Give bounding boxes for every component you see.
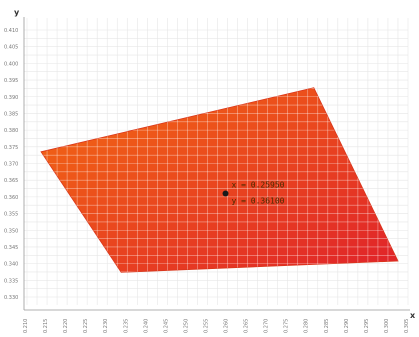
x-tick-label: 0.260 [224,319,230,333]
x-tick-label: 0.220 [63,319,69,333]
x-tick-label: 0.280 [304,319,310,333]
x-tick-labels: 0.210 0.215 0.220 0.225 0.230 0.235 0.240 0.245… [23,319,410,333]
y-tick-label: 0.350 [4,228,18,234]
marker-group: x = 0.25950 y = 0.36100 [222,181,285,206]
y-tick-label: 0.375 [4,145,18,151]
y-tick-label: 0.405 [4,45,18,51]
y-axis-title: y [14,8,20,17]
x-tick-label: 0.225 [83,319,89,333]
x-tick-label: 0.215 [43,319,49,333]
y-tick-label: 0.400 [4,61,18,67]
y-tick-label: 0.345 [4,245,18,251]
readout-x: x = 0.25950 [232,181,285,190]
y-tick-label: 0.360 [4,195,18,201]
x-tick-label: 0.245 [163,319,169,333]
y-tick-label: 0.335 [4,278,18,284]
readout-y: y = 0.36100 [232,197,285,206]
y-tick-label: 0.395 [4,78,18,84]
y-tick-labels: 0.330 0.335 0.340 0.345 0.350 0.355 0.360 0.365… [4,28,18,301]
y-tick-label: 0.330 [4,295,18,301]
x-tick-label: 0.285 [324,319,330,333]
x-tick-label: 0.265 [244,319,250,333]
x-tick-label: 0.255 [203,319,209,333]
x-tick-label: 0.275 [284,319,290,333]
x-tick-label: 0.305 [404,319,410,333]
x-tick-label: 0.300 [384,319,390,333]
x-tick-label: 0.250 [183,319,189,333]
data-point-marker[interactable] [222,190,229,197]
x-tick-label: 0.240 [143,319,149,333]
x-tick-label: 0.210 [23,319,29,333]
y-tick-label: 0.340 [4,262,18,268]
y-tick-label: 0.390 [4,95,18,101]
x-axis-title: x [410,311,416,320]
y-tick-label: 0.365 [4,178,18,184]
x-tick-label: 0.230 [103,319,109,333]
y-tick-label: 0.410 [4,28,18,34]
y-tick-label: 0.380 [4,128,18,134]
x-tick-label: 0.290 [344,319,350,333]
y-tick-label: 0.385 [4,111,18,117]
x-tick-label: 0.295 [364,319,370,333]
x-tick-label: 0.235 [123,319,129,333]
y-tick-label: 0.370 [4,162,18,168]
x-tick-label: 0.270 [264,319,270,333]
axis-layer: y x [14,8,416,320]
y-tick-label: 0.355 [4,212,18,218]
